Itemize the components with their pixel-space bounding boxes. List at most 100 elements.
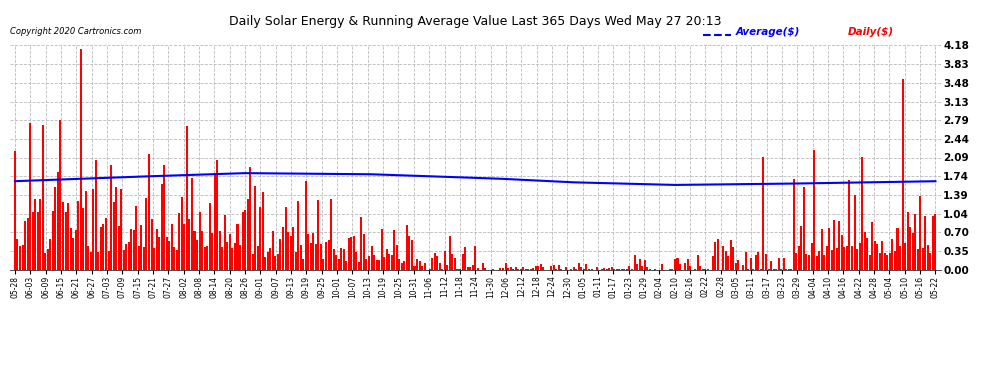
Bar (373, 255, 375, 270)
Bar (357, 262, 360, 270)
Bar (552, 265, 554, 270)
Bar (325, 242, 327, 270)
Bar (57, 171, 59, 270)
Bar (717, 240, 719, 270)
Bar (474, 246, 476, 270)
Bar (834, 220, 836, 270)
Bar (115, 186, 117, 270)
Bar (451, 254, 453, 270)
Bar (715, 242, 717, 270)
Bar (738, 260, 740, 270)
Bar (464, 248, 466, 270)
Bar (803, 187, 805, 270)
Text: Average($): Average($) (736, 27, 800, 37)
Bar (730, 240, 732, 270)
Bar (398, 259, 400, 270)
Bar (209, 202, 211, 270)
Bar (897, 228, 899, 270)
Bar (249, 167, 251, 270)
Bar (646, 267, 648, 270)
Bar (216, 159, 218, 270)
Bar (54, 188, 56, 270)
Bar (783, 258, 785, 270)
Bar (181, 197, 183, 270)
Bar (904, 243, 906, 270)
Bar (629, 266, 631, 270)
Bar (40, 199, 42, 270)
Bar (365, 259, 367, 270)
Bar (333, 249, 335, 270)
Bar (790, 269, 792, 270)
Bar (920, 196, 922, 270)
Bar (163, 165, 165, 270)
Bar (922, 249, 924, 270)
Bar (178, 213, 180, 270)
Bar (648, 269, 650, 270)
Bar (578, 263, 580, 270)
Bar (352, 236, 354, 270)
Bar (533, 268, 535, 270)
Bar (886, 255, 888, 270)
Bar (831, 250, 833, 270)
Bar (82, 208, 84, 270)
Bar (515, 267, 517, 270)
Bar (704, 269, 706, 270)
Bar (679, 264, 681, 270)
Bar (560, 269, 562, 270)
Bar (138, 246, 140, 270)
Bar (580, 267, 582, 270)
Bar (639, 260, 641, 270)
Bar (211, 233, 213, 270)
Bar (206, 246, 208, 270)
Bar (899, 246, 901, 270)
Bar (245, 210, 247, 270)
Bar (917, 249, 919, 270)
Bar (188, 219, 190, 270)
Bar (502, 268, 504, 270)
Bar (747, 269, 749, 270)
Bar (87, 246, 89, 270)
Bar (204, 247, 206, 270)
Bar (406, 225, 408, 270)
Bar (570, 269, 572, 270)
Bar (414, 266, 416, 270)
Bar (821, 230, 823, 270)
Bar (391, 255, 393, 270)
Bar (335, 255, 338, 270)
Bar (287, 231, 289, 270)
Bar (861, 158, 863, 270)
Bar (932, 216, 934, 270)
Bar (380, 229, 383, 270)
Bar (108, 251, 110, 270)
Bar (841, 236, 842, 270)
Bar (251, 254, 253, 270)
Bar (150, 219, 152, 270)
Bar (853, 195, 855, 270)
Bar (191, 178, 193, 270)
Bar (272, 231, 274, 270)
Bar (411, 240, 413, 270)
Bar (95, 160, 97, 270)
Bar (712, 256, 714, 270)
Bar (876, 244, 878, 270)
Bar (780, 269, 782, 270)
Bar (330, 199, 332, 270)
Bar (302, 259, 304, 270)
Bar (674, 259, 676, 270)
Bar (254, 186, 256, 270)
Bar (123, 250, 125, 270)
Bar (153, 248, 155, 270)
Bar (528, 269, 530, 270)
Bar (585, 264, 587, 270)
Text: Daily Solar Energy & Running Average Value Last 365 Days Wed May 27 20:13: Daily Solar Energy & Running Average Val… (229, 15, 722, 28)
Bar (125, 244, 128, 270)
Bar (224, 215, 226, 270)
Bar (237, 224, 239, 270)
Bar (535, 266, 537, 270)
Text: Copyright 2020 Cartronics.com: Copyright 2020 Cartronics.com (10, 27, 142, 36)
Bar (557, 265, 559, 270)
Bar (588, 269, 590, 270)
Bar (689, 266, 691, 270)
Bar (520, 269, 522, 270)
Bar (725, 251, 727, 270)
